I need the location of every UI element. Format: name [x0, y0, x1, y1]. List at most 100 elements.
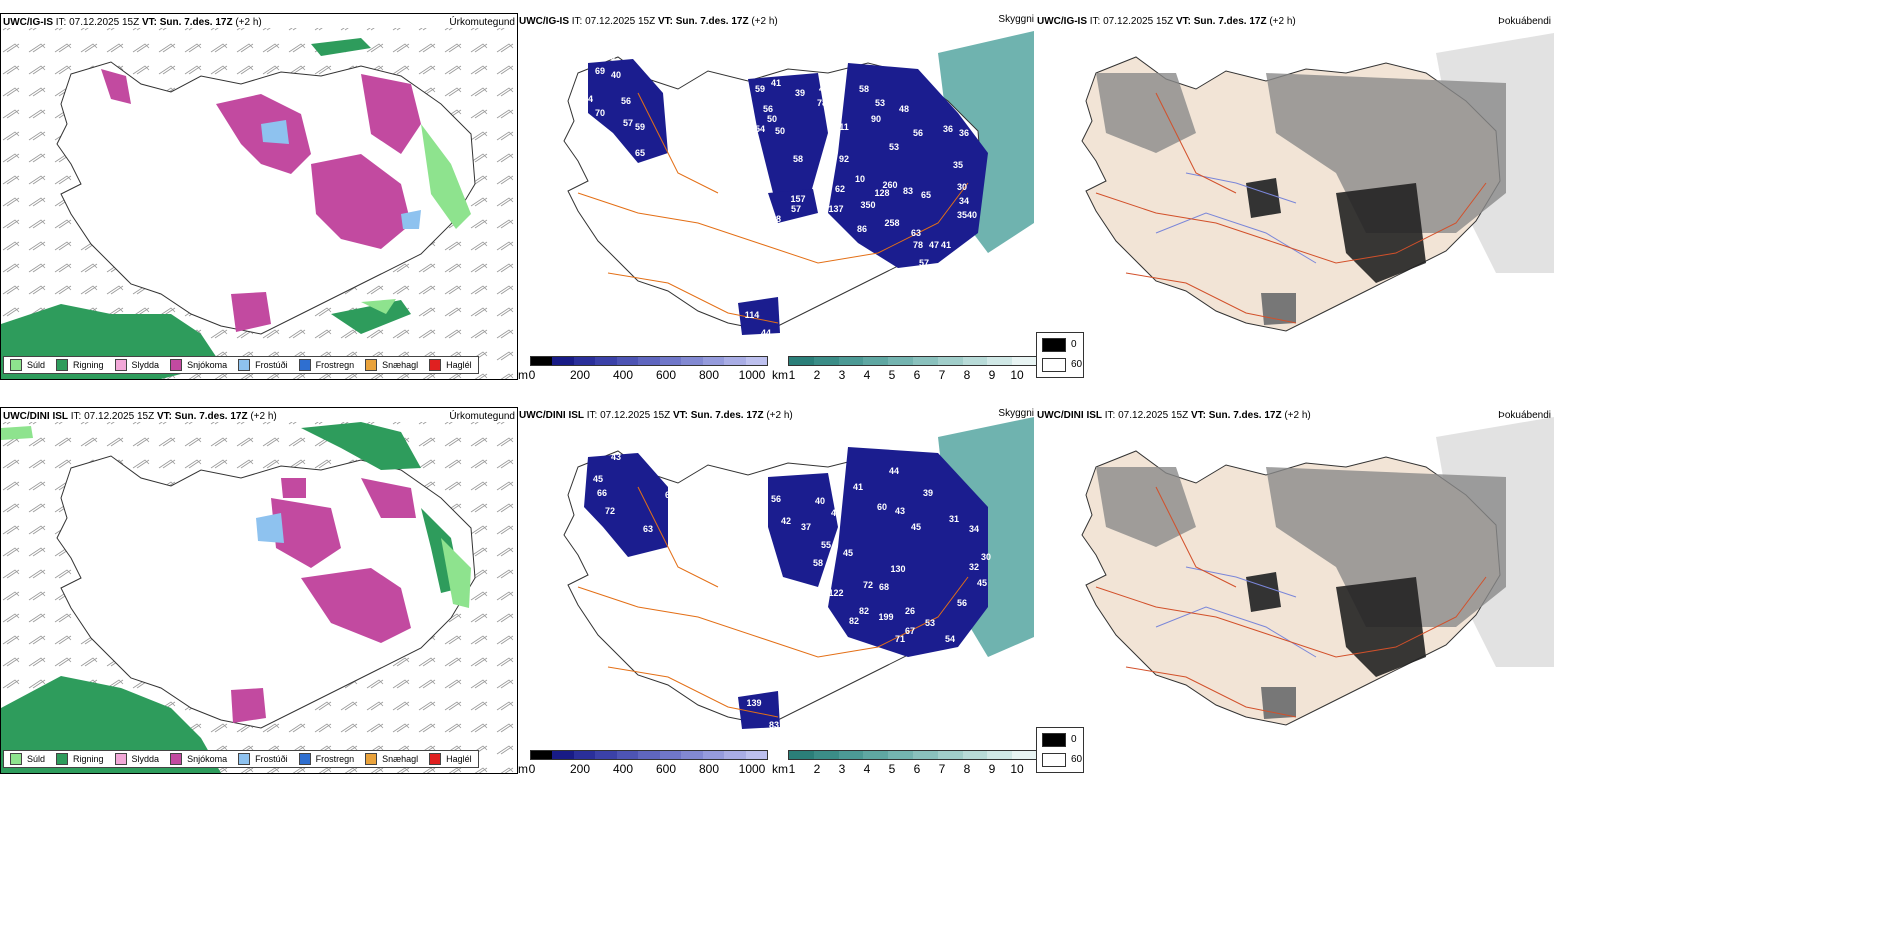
it-value: 07.12.2025 15Z	[1118, 410, 1189, 421]
vt-value: Sun. 7.des. 17Z	[159, 17, 233, 28]
legend-swatch	[10, 359, 22, 371]
cbar-cell	[595, 751, 617, 759]
vis-tick: 10	[1010, 762, 1024, 776]
cbar-cell	[888, 751, 913, 759]
legend-swatch	[170, 753, 183, 765]
dew-legend-white	[1042, 358, 1066, 372]
top-cloud-name: Skyggni	[998, 14, 1034, 25]
top-dew-map	[1081, 33, 1554, 332]
vis-tick: 6	[913, 762, 921, 776]
iceland-outline	[56, 455, 476, 729]
legend-swatch	[114, 753, 127, 765]
legend-item: Haglél	[429, 359, 472, 371]
cloud-unit: m	[518, 762, 528, 776]
vis-tick: 3	[838, 368, 846, 382]
legend-item: Frostúði	[238, 359, 288, 371]
dew-legend-black-value: 0	[1071, 339, 1077, 350]
top-cloud-colorbar: m 0 200 400 600 800 1000	[518, 356, 768, 388]
legend-item: Rigning	[56, 753, 104, 765]
vt-value: Sun. 7.des. 17Z	[1208, 410, 1282, 421]
vis-colorbar-strip	[788, 750, 1038, 760]
it-value: 07.12.2025 15Z	[84, 411, 155, 422]
vis-tick: 3	[838, 762, 846, 776]
cbar-cell	[863, 751, 889, 759]
rain-areas	[1, 422, 461, 773]
cloud-tick: 200	[569, 368, 591, 382]
cbar-cell	[789, 751, 814, 759]
top-dew-name: Þokuábendi	[1498, 16, 1551, 27]
top-dew-panel: UWC/IG-IS IT: 07.12.2025 15Z VT: Sun. 7.…	[1036, 13, 1554, 353]
legend-item: Haglél	[429, 753, 472, 765]
cloud-tick: 1000	[738, 368, 766, 382]
cbar-cell	[813, 357, 839, 365]
model-name: UWC/DINI ISL	[1037, 410, 1102, 421]
road-network	[577, 486, 969, 718]
snow-areas	[231, 478, 416, 723]
top-precip-title: UWC/IG-IS IT: 07.12.2025 15Z VT: Sun. 7.…	[3, 17, 262, 28]
cbar-cell	[937, 751, 963, 759]
precip-legend: Súld Rigning Slydda Snjókoma Frostúði Fr…	[3, 356, 479, 374]
bottom-dew-map	[1081, 417, 1554, 726]
model-name: UWC/DINI ISL	[519, 410, 584, 421]
bottom-cloud-name: Skyggni	[998, 408, 1034, 419]
vis-tick: 1	[788, 762, 796, 776]
legend-swatch	[56, 359, 69, 371]
cbar-cell	[937, 357, 963, 365]
it-label: IT:	[55, 17, 67, 28]
drizzle-areas	[361, 124, 471, 314]
bottom-dew-panel: UWC/DINI ISL IT: 07.12.2025 15Z VT: Sun.…	[1036, 407, 1554, 747]
cbar-cell	[702, 357, 725, 365]
roads	[1095, 486, 1487, 718]
snow-areas	[101, 69, 421, 332]
legend-swatch	[10, 753, 22, 765]
bottom-dew-legend: 0 60	[1036, 727, 1084, 773]
cloud-tick: 1000	[738, 762, 766, 776]
roads	[1095, 92, 1487, 324]
cbar-cell	[531, 357, 553, 365]
cbar-cell	[724, 751, 746, 759]
cloud-tick: 0	[528, 368, 536, 382]
bottom-precip-panel: UWC/DINI ISL IT: 07.12.2025 15Z VT: Sun.…	[0, 407, 518, 774]
model-name: UWC/IG-IS	[519, 16, 569, 27]
vis-unit: km	[772, 368, 788, 382]
it-label: IT:	[70, 411, 82, 422]
vis-tick: 4	[863, 368, 871, 382]
vt-value: Sun. 7.des. 17Z	[174, 411, 248, 422]
cbar-cell	[681, 751, 703, 759]
it-value: 07.12.2025 15Z	[1103, 16, 1174, 27]
bottom-cloud-panel: UWC/DINI ISL IT: 07.12.2025 15Z VT: Sun.…	[518, 407, 1036, 747]
vt-value: Sun. 7.des. 17Z	[1193, 16, 1267, 27]
bottom-precip-title: UWC/DINI ISL IT: 07.12.2025 15Z VT: Sun.…	[3, 411, 277, 422]
bottom-cloud-title: UWC/DINI ISL IT: 07.12.2025 15Z VT: Sun.…	[519, 410, 793, 421]
legend-swatch	[238, 753, 251, 765]
model-name: UWC/DINI ISL	[3, 411, 68, 422]
cloud-tick: 200	[569, 762, 591, 776]
cbar-cell	[702, 751, 725, 759]
top-vis-colorbar: km 1 2 3 4 5 6 7 8 9 10	[772, 356, 1042, 388]
bottom-cloud-colorbar: m 0 200 400 600 800 1000	[518, 750, 768, 782]
low-cloud-areas	[588, 59, 988, 335]
model-name: UWC/IG-IS	[3, 17, 53, 28]
bottom-dew-title: UWC/DINI ISL IT: 07.12.2025 15Z VT: Sun.…	[1037, 410, 1311, 421]
cbar-cell	[962, 357, 988, 365]
cbar-cell	[552, 751, 574, 759]
cloud-tick: 800	[698, 762, 720, 776]
cloud-tick: 400	[612, 762, 634, 776]
cbar-cell	[863, 357, 889, 365]
it-label: IT:	[1104, 410, 1116, 421]
it-label: IT:	[571, 16, 583, 27]
vis-tick: 2	[813, 762, 821, 776]
freezing-drizzle-areas	[261, 120, 421, 229]
vt-label: VT:	[1190, 410, 1206, 421]
vt-label: VT:	[1175, 16, 1191, 27]
cloud-unit: m	[518, 368, 528, 382]
freezing-drizzle-areas	[256, 513, 284, 543]
bottom-cloud-map	[563, 417, 1034, 729]
it-value: 07.12.2025 15Z	[600, 410, 671, 421]
cloud-tick: 400	[612, 368, 634, 382]
legend-swatch	[429, 359, 442, 371]
fog-index-areas	[1096, 467, 1506, 719]
cbar-cell	[1012, 357, 1037, 365]
cbar-cell	[681, 357, 703, 365]
bottom-vis-colorbar: km 1 2 3 4 5 6 7 8 9 10	[772, 750, 1042, 782]
